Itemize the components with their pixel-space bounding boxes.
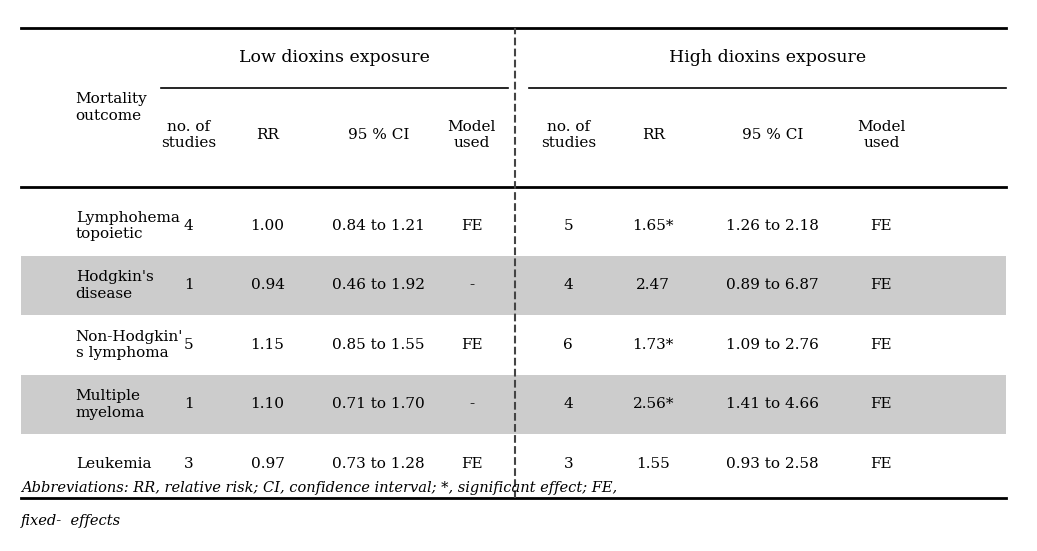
- Text: 1.00: 1.00: [251, 219, 284, 233]
- Text: 0.85 to 1.55: 0.85 to 1.55: [332, 338, 425, 352]
- Text: 1.09 to 2.76: 1.09 to 2.76: [726, 338, 819, 352]
- Text: Multiple
myeloma: Multiple myeloma: [76, 390, 145, 419]
- Text: 4: 4: [184, 219, 194, 233]
- Text: Hodgkin's
disease: Hodgkin's disease: [76, 271, 153, 300]
- Text: no. of
studies: no. of studies: [161, 120, 217, 150]
- Text: 2.47: 2.47: [637, 278, 670, 293]
- Text: Non-Hodgkin'
s lymphoma: Non-Hodgkin' s lymphoma: [76, 330, 184, 360]
- Text: FE: FE: [871, 219, 892, 233]
- Text: 1: 1: [184, 278, 194, 293]
- Text: 1.73*: 1.73*: [633, 338, 674, 352]
- Text: Lymphohema
topoietic: Lymphohema topoietic: [76, 211, 179, 241]
- Text: 0.46 to 1.92: 0.46 to 1.92: [332, 278, 425, 293]
- Text: FE: FE: [871, 457, 892, 471]
- Text: -: -: [470, 278, 474, 293]
- Text: Model
used: Model used: [858, 120, 905, 150]
- Text: FE: FE: [871, 278, 892, 293]
- Text: RR: RR: [256, 128, 279, 142]
- Text: Model
used: Model used: [448, 120, 496, 150]
- Text: Mortality
outcome: Mortality outcome: [76, 93, 147, 122]
- Text: 5: 5: [184, 338, 194, 352]
- Text: 1.15: 1.15: [251, 338, 284, 352]
- Text: Leukemia: Leukemia: [76, 457, 151, 471]
- Text: 0.84 to 1.21: 0.84 to 1.21: [332, 219, 425, 233]
- Text: FE: FE: [461, 338, 482, 352]
- Text: 95 % CI: 95 % CI: [741, 128, 804, 142]
- Text: High dioxins exposure: High dioxins exposure: [669, 50, 866, 66]
- Text: 3: 3: [563, 457, 573, 471]
- Text: FE: FE: [871, 397, 892, 412]
- Text: 3: 3: [184, 457, 194, 471]
- Text: 0.71 to 1.70: 0.71 to 1.70: [332, 397, 425, 412]
- Text: 1: 1: [184, 397, 194, 412]
- Text: 1.41 to 4.66: 1.41 to 4.66: [726, 397, 819, 412]
- Text: RR: RR: [642, 128, 665, 142]
- Bar: [21, 375, 1006, 434]
- Text: Low dioxins exposure: Low dioxins exposure: [239, 50, 430, 66]
- Text: 4: 4: [563, 278, 573, 293]
- Text: fixed-  effects: fixed- effects: [21, 514, 121, 528]
- Text: FE: FE: [461, 219, 482, 233]
- Text: 1.26 to 2.18: 1.26 to 2.18: [726, 219, 819, 233]
- Text: 0.94: 0.94: [251, 278, 284, 293]
- Text: FE: FE: [461, 457, 482, 471]
- Text: 4: 4: [563, 397, 573, 412]
- Text: 0.93 to 2.58: 0.93 to 2.58: [726, 457, 819, 471]
- Text: Abbreviations: RR, relative risk; CI, confidence interval; *, significant effect: Abbreviations: RR, relative risk; CI, co…: [21, 480, 617, 495]
- Text: 0.73 to 1.28: 0.73 to 1.28: [332, 457, 425, 471]
- Text: 5: 5: [563, 219, 573, 233]
- Bar: [21, 256, 1006, 315]
- Text: 1.55: 1.55: [637, 457, 670, 471]
- Text: 0.89 to 6.87: 0.89 to 6.87: [726, 278, 819, 293]
- Text: 95 % CI: 95 % CI: [347, 128, 410, 142]
- Text: FE: FE: [871, 338, 892, 352]
- Text: -: -: [470, 397, 474, 412]
- Text: 1.65*: 1.65*: [633, 219, 674, 233]
- Text: 1.10: 1.10: [251, 397, 284, 412]
- Text: no. of
studies: no. of studies: [540, 120, 596, 150]
- Text: 6: 6: [563, 338, 573, 352]
- Text: 0.97: 0.97: [251, 457, 284, 471]
- Text: 2.56*: 2.56*: [633, 397, 674, 412]
